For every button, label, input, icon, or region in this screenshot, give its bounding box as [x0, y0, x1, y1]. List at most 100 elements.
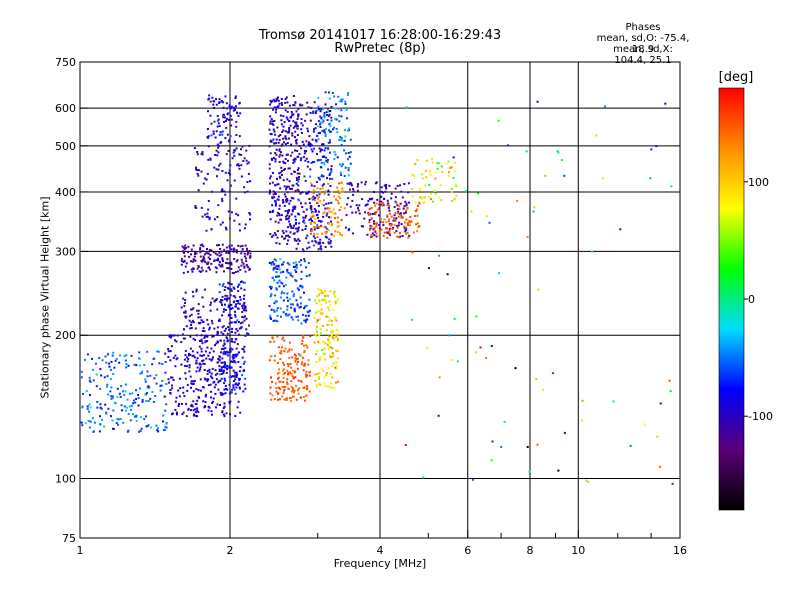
scatter-point	[275, 202, 277, 205]
scatter-point	[275, 287, 278, 290]
scatter-point	[312, 235, 315, 238]
scatter-point	[223, 369, 225, 372]
scatter-point	[209, 303, 212, 306]
scatter-point	[388, 220, 390, 223]
scatter-point	[649, 177, 652, 180]
scatter-point	[216, 119, 219, 122]
scatter-point	[155, 424, 158, 427]
scatter-point	[192, 390, 195, 393]
scatter-point	[416, 159, 419, 162]
scatter-point	[111, 354, 114, 357]
scatter-point	[323, 163, 326, 166]
scatter-point	[287, 234, 290, 237]
scatter-point	[327, 141, 330, 144]
scatter-point	[310, 208, 313, 211]
scatter-point	[318, 342, 321, 345]
scatter-point	[336, 186, 339, 189]
scatter-point	[326, 107, 329, 110]
scatter-point	[370, 207, 373, 209]
scatter-point	[243, 301, 246, 304]
scatter-point	[233, 295, 236, 297]
scatter-point	[326, 343, 329, 346]
scatter-point	[112, 372, 115, 375]
scatter-point	[189, 353, 192, 356]
scatter-point	[296, 127, 299, 130]
scatter-point	[294, 149, 296, 152]
scatter-point	[100, 374, 103, 377]
scatter-point	[316, 201, 319, 204]
scatter-point	[340, 174, 343, 176]
scatter-point	[388, 234, 391, 236]
scatter-point	[395, 202, 398, 204]
scatter-point	[228, 307, 231, 310]
scatter-point	[319, 247, 322, 249]
scatter-point	[302, 143, 305, 146]
scatter-point	[238, 370, 241, 373]
scatter-point	[286, 382, 289, 385]
scatter-point	[311, 150, 314, 153]
scatter-point	[248, 324, 250, 327]
scatter-point	[349, 151, 352, 154]
scatter-point	[134, 401, 137, 404]
scatter-point	[282, 377, 285, 379]
scatter-point	[246, 265, 249, 268]
scatter-point	[301, 124, 304, 127]
scatter-point	[281, 395, 284, 398]
scatter-point	[190, 324, 193, 326]
scatter-point	[287, 387, 290, 390]
scatter-point	[405, 211, 407, 214]
scatter-point	[339, 231, 341, 234]
scatter-point	[322, 325, 325, 327]
scatter-point	[224, 309, 227, 311]
scatter-point	[203, 362, 206, 365]
scatter-point	[410, 220, 413, 223]
scatter-point	[167, 348, 170, 350]
scatter-point	[300, 381, 303, 383]
scatter-point	[312, 244, 315, 247]
scatter-point	[403, 221, 406, 224]
scatter-point	[399, 202, 402, 205]
scatter-point	[196, 415, 199, 418]
scatter-point	[319, 115, 322, 118]
scatter-point	[283, 185, 286, 188]
scatter-point	[269, 122, 272, 125]
scatter-point	[299, 192, 302, 195]
scatter-point	[213, 120, 216, 123]
scatter-point	[239, 387, 241, 390]
scatter-point	[602, 177, 604, 180]
scatter-point	[274, 382, 277, 385]
scatter-point	[294, 189, 297, 192]
scatter-point	[234, 305, 237, 308]
scatter-point	[298, 172, 301, 175]
scatter-point	[314, 311, 317, 314]
scatter-point	[302, 250, 305, 253]
scatter-point	[218, 102, 221, 104]
scatter-point	[557, 469, 560, 472]
scatter-point	[455, 185, 458, 187]
scatter-point	[470, 210, 473, 213]
scatter-point	[346, 117, 348, 120]
scatter-point	[206, 172, 209, 175]
scatter-point	[196, 407, 199, 410]
scatter-point	[329, 139, 331, 142]
scatter-point	[159, 384, 162, 387]
scatter-point	[399, 184, 401, 187]
scatter-point	[318, 358, 321, 361]
scatter-point	[329, 185, 332, 187]
scatter-point	[164, 409, 167, 412]
scatter-point	[89, 394, 91, 396]
scatter-point	[233, 219, 236, 222]
scatter-point	[223, 270, 225, 273]
scatter-point	[316, 125, 319, 128]
scatter-point	[355, 204, 358, 207]
scatter-point	[99, 415, 101, 418]
scatter-point	[234, 140, 236, 143]
scatter-point	[229, 347, 232, 350]
scatter-point	[192, 409, 195, 412]
scatter-point	[246, 247, 248, 250]
scatter-point	[327, 229, 330, 232]
scatter-point	[162, 414, 165, 417]
scatter-point	[276, 177, 278, 180]
scatter-point	[233, 300, 235, 303]
scatter-point	[398, 205, 401, 208]
